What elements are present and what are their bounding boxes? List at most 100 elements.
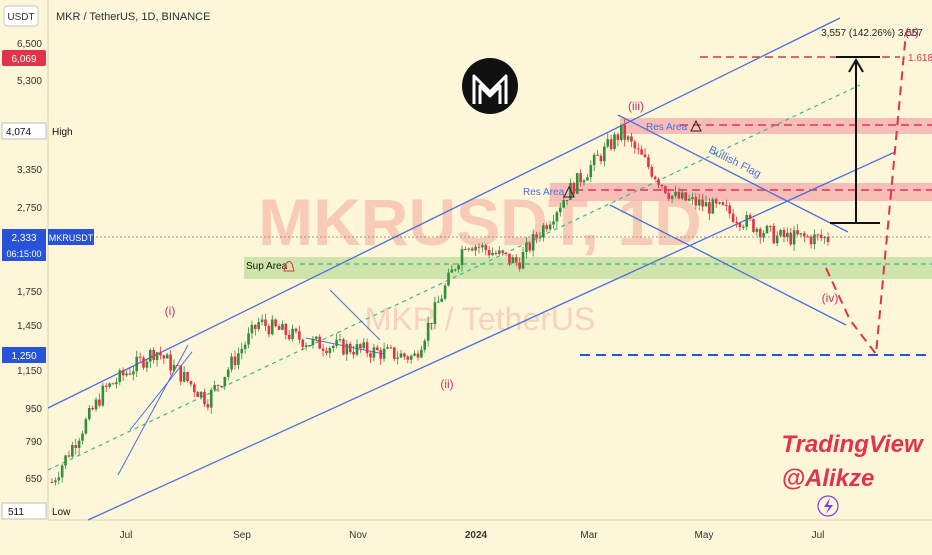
candles-group	[50, 119, 830, 486]
current-symbol-badge	[48, 229, 94, 245]
bell-icon	[283, 261, 295, 272]
candle-body	[315, 336, 318, 339]
low-label-text: Low	[52, 507, 71, 518]
flag-lower-line	[609, 204, 847, 326]
candle-body	[775, 235, 779, 244]
candle-body	[782, 229, 786, 238]
candle-body	[447, 272, 450, 286]
symbol-line: MKR / TetherUS, 1D, BINANCE	[56, 11, 210, 23]
candle-body	[392, 347, 396, 359]
candle-body	[152, 349, 155, 360]
candle-body	[464, 249, 467, 251]
candle-body	[270, 319, 274, 335]
candle-body	[816, 234, 820, 236]
top-price-badge	[2, 50, 46, 66]
candle-body	[291, 328, 294, 339]
candle-body	[738, 223, 742, 228]
candle-body	[487, 250, 491, 256]
candle-body	[369, 353, 372, 358]
candle-body	[752, 219, 755, 232]
candle-body	[789, 232, 793, 245]
candle-body	[741, 226, 745, 228]
fib-level-label: 1.618	[908, 53, 932, 64]
candle-body	[786, 232, 789, 238]
high-label-text: High	[52, 127, 73, 138]
candle-body	[660, 184, 664, 187]
candle-body	[274, 319, 277, 327]
candle-body	[101, 385, 105, 406]
candle-body	[338, 339, 342, 341]
measure-tool[interactable]	[830, 56, 880, 224]
candle-body	[206, 404, 210, 408]
candle-body	[148, 349, 152, 362]
branding-line2: @Alikze	[782, 465, 875, 492]
candle-body	[132, 371, 135, 375]
candle-body	[565, 199, 569, 201]
low-value-badge	[1, 502, 47, 520]
candle-body	[758, 228, 762, 238]
measure-label: 3,557 (142.26%) 3,557	[821, 28, 923, 39]
candle-body	[586, 177, 589, 181]
candle-body	[104, 385, 108, 387]
candle-body	[159, 352, 162, 356]
candle-body	[118, 370, 122, 383]
candle-body	[98, 399, 101, 406]
candle-body	[301, 339, 305, 347]
candle-body	[284, 323, 288, 335]
maker-logo-icon	[472, 74, 508, 104]
candle-body	[498, 250, 501, 254]
wave-ii-label: (ii)	[440, 377, 453, 391]
lightning-icon[interactable]	[817, 495, 839, 517]
candle-body	[769, 225, 772, 227]
candle-body	[308, 345, 311, 347]
candle-body	[474, 246, 477, 251]
candle-body	[467, 248, 471, 250]
candle-body	[823, 237, 826, 239]
candle-body	[721, 202, 725, 206]
candle-body	[335, 339, 338, 346]
warning-icon	[690, 119, 702, 132]
candle-body	[365, 342, 369, 354]
candle-body	[87, 407, 91, 420]
candle-body	[121, 370, 125, 376]
currency-box[interactable]	[3, 5, 39, 27]
candle-body	[643, 154, 647, 158]
wedge-2-upper	[329, 289, 381, 341]
time-tick: May	[695, 530, 714, 541]
candle-body	[379, 350, 382, 359]
candle-body	[423, 340, 427, 350]
candle-body	[545, 225, 549, 230]
candle-body	[230, 356, 233, 370]
current-symbol-text: MKRUSDT	[49, 233, 94, 243]
candle-body	[477, 246, 481, 248]
candle-body	[64, 455, 67, 466]
candle-body	[511, 257, 515, 264]
candle-body	[799, 233, 803, 235]
countdown-text: 06:15:00	[6, 249, 41, 259]
candle-body	[74, 445, 78, 448]
candle-body	[694, 197, 698, 206]
price-tick: 790	[25, 437, 42, 448]
candle-body	[460, 249, 464, 266]
sup-area-label: Sup Area	[246, 261, 288, 272]
time-tick: Nov	[349, 530, 367, 541]
candle-body	[318, 336, 322, 349]
candle-body	[426, 322, 430, 341]
candle-body	[484, 245, 488, 251]
candle-body	[223, 376, 227, 386]
time-tick: Mar	[580, 530, 598, 541]
top-price-badge-text: 6,069	[11, 54, 36, 65]
candle-body	[653, 176, 657, 180]
candle-body	[331, 345, 335, 349]
candle-body	[589, 165, 593, 178]
candle-body	[416, 353, 420, 358]
target-price-text: 1,250	[11, 351, 36, 362]
candle-body	[176, 365, 179, 367]
candle-body	[352, 352, 355, 355]
flag-upper-line	[617, 114, 849, 233]
candle-body	[77, 440, 81, 448]
candle-body	[677, 191, 681, 199]
candle-body	[243, 344, 247, 349]
wave-iv-label: (iv)	[822, 291, 839, 305]
